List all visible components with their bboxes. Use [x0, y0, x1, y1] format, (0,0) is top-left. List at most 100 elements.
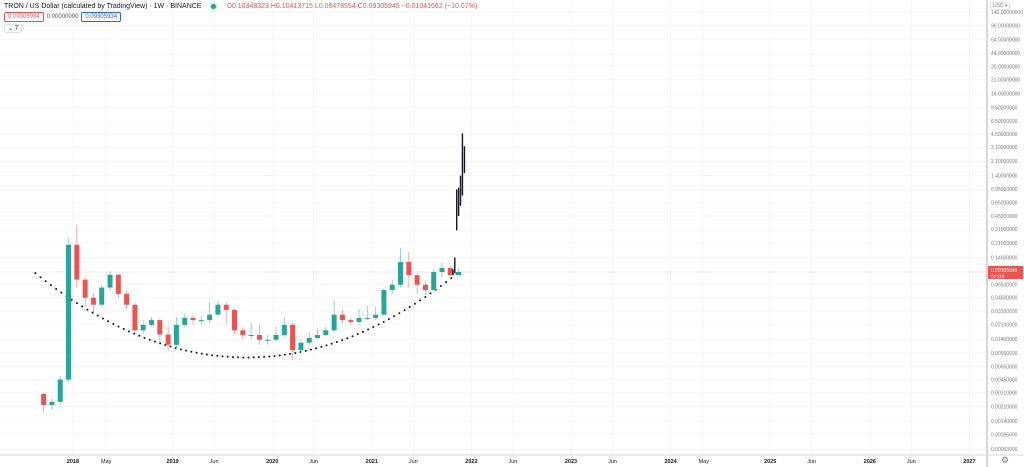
- curve-dot: [96, 314, 99, 317]
- projection-bar: [459, 175, 462, 206]
- curve-dot: [263, 355, 266, 358]
- price-tick-label: 96.00000000: [991, 23, 1020, 29]
- candle: [323, 326, 329, 337]
- price-tick-label: 140.00000000: [991, 10, 1023, 16]
- candle-body: [232, 309, 238, 331]
- candle: [281, 317, 287, 337]
- curve-dot: [445, 281, 448, 284]
- curve-dot: [424, 295, 427, 298]
- symbol-header: TRON / US Dollar (calculated by TradingV…: [4, 3, 477, 10]
- curve-dot: [49, 284, 52, 287]
- curve-dot: [226, 355, 229, 358]
- time-tick-label: Jun: [309, 459, 318, 465]
- candle-body: [215, 304, 221, 315]
- price-tick-label: 3.10000000: [991, 145, 1018, 151]
- indicator-value-red: 0.09305934: [4, 12, 44, 22]
- candle: [215, 300, 221, 316]
- candle: [439, 262, 445, 278]
- candle-body: [331, 314, 337, 331]
- curve-dot: [335, 340, 338, 343]
- candle: [49, 399, 55, 411]
- candle-body: [256, 334, 262, 340]
- projection-bar: [456, 189, 458, 231]
- curve-dot: [127, 330, 130, 333]
- projection-bar: [457, 187, 460, 216]
- candle: [456, 268, 462, 276]
- candle: [57, 375, 63, 406]
- market-status-icon: [211, 4, 217, 9]
- curve-dot: [39, 276, 42, 279]
- candle-body: [414, 275, 420, 285]
- curve-dot: [185, 349, 188, 352]
- symbol-title[interactable]: TRON / US Dollar (calculated by TradingV…: [4, 3, 202, 10]
- curve-dot: [351, 335, 354, 338]
- curve-dot: [413, 302, 416, 305]
- price-tick-label: 30.00000000: [991, 65, 1020, 71]
- time-tick-label: 2024: [664, 459, 677, 465]
- curve-dot: [283, 353, 286, 356]
- price-tick-label: 6.50000000: [991, 119, 1018, 125]
- candle-body: [207, 314, 213, 321]
- candle: [190, 315, 196, 325]
- candle-body: [339, 314, 345, 321]
- time-tick-label: 2025: [764, 459, 776, 465]
- time-tick-label: Jun: [210, 459, 219, 465]
- candle: [82, 277, 88, 307]
- candle-body: [165, 334, 171, 345]
- time-tick-label: 2020: [266, 459, 278, 465]
- candle-body: [99, 287, 105, 305]
- price-tick-label: 0.00310000: [991, 391, 1018, 397]
- candle: [223, 301, 229, 324]
- candle: [256, 324, 262, 345]
- price-tick-label: 0.00950000: [991, 351, 1018, 357]
- curve-dot: [190, 350, 193, 353]
- candle-body: [115, 274, 121, 295]
- curve-dot: [153, 340, 156, 343]
- curve-dot: [44, 280, 47, 283]
- candle-body: [107, 274, 113, 288]
- price-tick-label: 0.00140000: [991, 419, 1018, 425]
- price-tick-label: 0.21000000: [991, 241, 1018, 247]
- indicators-toggle[interactable]: ⌄ 7: [4, 24, 23, 33]
- candle-body: [273, 334, 279, 340]
- candle-body: [315, 334, 321, 339]
- curve-dot: [377, 323, 380, 326]
- curve-dot: [341, 339, 344, 342]
- candle: [265, 334, 271, 345]
- curve-dot: [81, 305, 84, 308]
- candle-body: [57, 379, 63, 402]
- gear-icon[interactable]: ⚙: [1001, 455, 1010, 465]
- candle-body: [132, 304, 138, 331]
- candle: [373, 306, 379, 321]
- candle: [149, 317, 155, 327]
- candle-body: [406, 262, 412, 276]
- curve-dot: [372, 326, 375, 329]
- candle: [306, 332, 312, 345]
- price-tick-label: 0.04500000: [991, 296, 1018, 302]
- ohlc-values: O0.10348323 H0.10413715 L0.08478554 C0.0…: [226, 3, 478, 10]
- price-axis[interactable]: [987, 0, 1024, 455]
- curve-dot: [398, 312, 401, 315]
- time-tick-label: Jun: [907, 459, 916, 465]
- time-tick-label: 2019: [166, 459, 178, 465]
- candle: [290, 323, 296, 361]
- candle: [414, 273, 420, 295]
- curve-dot: [169, 345, 172, 348]
- time-tick-label: 2027: [963, 459, 975, 465]
- candle: [348, 317, 354, 325]
- candle-body: [456, 272, 462, 276]
- price-tick-label: 64.00000000: [991, 38, 1020, 44]
- candle: [331, 300, 337, 333]
- candle-body: [149, 320, 155, 325]
- candle-body: [431, 272, 437, 291]
- price-tick-label: 0.03100000: [991, 309, 1018, 315]
- candle: [41, 392, 47, 413]
- candle: [182, 313, 188, 327]
- candle-body: [173, 324, 179, 345]
- indicator-value-blue: 0.09305934: [81, 12, 122, 22]
- candle-body: [398, 262, 404, 285]
- curve-dot: [211, 354, 214, 357]
- currency-selector[interactable]: USD ▾: [990, 2, 1011, 10]
- bar-countdown: 5d 11h: [991, 274, 1005, 279]
